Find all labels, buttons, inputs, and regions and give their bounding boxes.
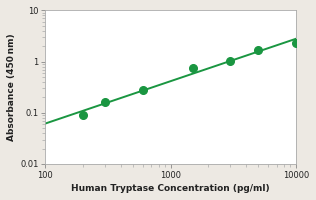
Point [190, 66, 195, 70]
X-axis label: Human Tryptase Concentration (pg/ml): Human Tryptase Concentration (pg/ml) [71, 184, 270, 193]
Y-axis label: Absorbance (450 nm): Absorbance (450 nm) [7, 33, 16, 141]
Point [140, 88, 145, 91]
Point [256, 49, 261, 52]
Point [81, 114, 86, 117]
Point [293, 42, 298, 45]
Point [103, 101, 108, 104]
Point [228, 59, 233, 62]
